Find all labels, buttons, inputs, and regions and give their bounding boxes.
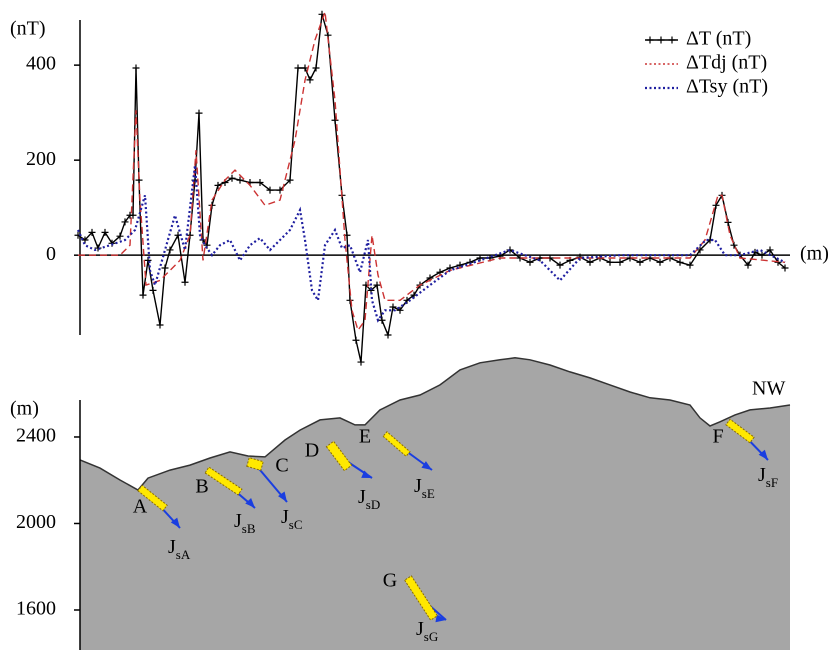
point-marker — [157, 322, 164, 329]
point-marker — [313, 64, 320, 71]
legend-label: ΔT (nT) — [686, 28, 751, 50]
symbol-main: J — [358, 486, 366, 508]
legend-label: ΔTsy (nT) — [686, 76, 768, 98]
symbol-subscript: sA — [176, 547, 191, 562]
y-tick-label: 1600 — [16, 598, 56, 620]
symbol-subscript: sG — [424, 629, 438, 644]
symbol-subscript: sD — [366, 497, 380, 512]
point-marker — [637, 259, 644, 266]
symbol-main: J — [416, 618, 424, 640]
point-marker — [358, 359, 365, 366]
y-tick-label: 0 — [46, 243, 56, 265]
body-label: G — [383, 570, 397, 592]
point-marker — [677, 259, 684, 266]
point-marker — [385, 332, 392, 339]
body-label: E — [359, 426, 371, 448]
y-tick-label: 400 — [26, 53, 56, 75]
point-marker — [617, 259, 624, 266]
series-line — [78, 14, 785, 362]
symbol-subscript: sC — [289, 517, 303, 532]
point-marker — [229, 175, 236, 182]
figure: (nT) (m) (m) NW 0 200 400 ΔT (nT)ΔTdj (nT)Δ… — [0, 0, 838, 650]
point-marker — [102, 229, 109, 236]
point-marker — [140, 292, 147, 299]
y-tick-label: 200 — [26, 148, 56, 170]
point-marker — [196, 110, 203, 117]
annotation: NW — [752, 378, 785, 400]
point-marker — [167, 246, 174, 253]
point-marker — [162, 265, 169, 272]
point-marker — [307, 76, 314, 83]
point-marker — [209, 202, 216, 209]
symbol-main: J — [168, 536, 176, 558]
series-line — [78, 165, 785, 320]
body-label: C — [275, 455, 288, 477]
symbol-main: J — [414, 475, 422, 497]
symbol-subscript: sE — [422, 486, 435, 501]
y-tick-label: 2000 — [16, 511, 56, 533]
body-label: A — [133, 496, 148, 518]
point-marker — [725, 219, 732, 226]
body-label: F — [712, 426, 723, 448]
point-marker — [347, 297, 354, 304]
point-marker — [353, 337, 360, 344]
point-marker — [587, 259, 594, 266]
body-label: B — [195, 476, 208, 498]
point-marker — [295, 64, 302, 71]
y-axis-label: (m) — [10, 398, 39, 420]
point-marker — [527, 259, 534, 266]
symbol-subscript: sB — [242, 521, 256, 536]
symbol-main: J — [234, 510, 242, 532]
point-marker — [332, 117, 339, 124]
x-axis-label: (m) — [800, 243, 829, 265]
y-axis-label: (nT) — [10, 18, 46, 40]
legend-label: ΔTdj (nT) — [686, 52, 767, 74]
point-marker — [657, 259, 664, 266]
symbol-subscript: sF — [766, 475, 778, 490]
point-marker — [607, 259, 614, 266]
legend-swatch — [669, 37, 676, 44]
symbol-main: J — [758, 464, 766, 486]
legend-swatch — [647, 37, 654, 44]
body-label: D — [305, 440, 319, 462]
point-marker — [182, 279, 189, 286]
terrain-area — [80, 358, 790, 650]
symbol-main: J — [281, 506, 289, 528]
point-marker — [150, 287, 157, 294]
legend-swatch — [658, 37, 665, 44]
y-tick-label: 2400 — [16, 425, 56, 447]
point-marker — [133, 64, 140, 71]
